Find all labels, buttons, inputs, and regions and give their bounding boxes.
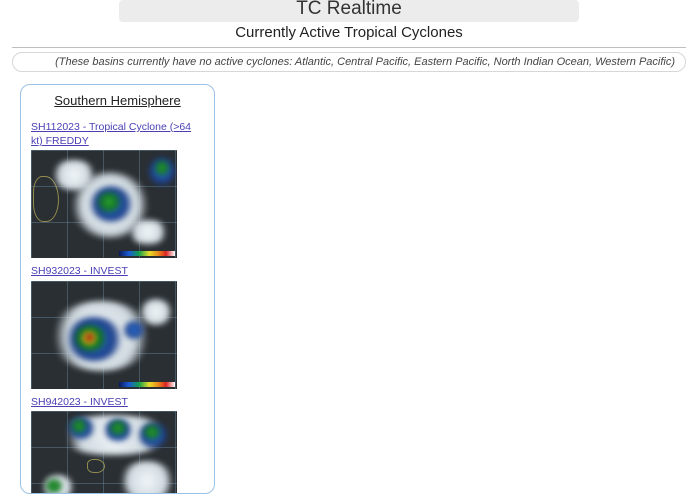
cloud-blob (143, 425, 161, 439)
coastline-shape (87, 459, 105, 473)
storm-list: SH112023 - Tropical Cyclone (>64 kt) FRE… (31, 120, 204, 494)
cloud-blob (127, 220, 169, 244)
page-subtitle: Currently Active Tropical Cyclones (0, 24, 698, 41)
inactive-basins-notice: (These basins currently have no active c… (12, 52, 686, 72)
storm-link[interactable]: SH932023 - INVEST (31, 264, 204, 278)
satellite-thumbnail[interactable] (31, 281, 177, 389)
storm-link[interactable]: SH112023 - Tropical Cyclone (>64 kt) FRE… (31, 120, 204, 148)
cloud-blob (123, 321, 145, 339)
page-title-bar: TC Realtime (119, 0, 579, 22)
cloud-blob (85, 333, 94, 342)
cloud-blob (119, 461, 175, 494)
section-divider (12, 47, 686, 48)
storm-item: SH112023 - Tropical Cyclone (>64 kt) FRE… (31, 120, 204, 258)
page-title: TC Realtime (296, 0, 402, 19)
page-root: TC Realtime Currently Active Tropical Cy… (0, 0, 698, 502)
notice-container: (These basins currently have no active c… (12, 52, 686, 72)
hemisphere-panel: Southern Hemisphere SH112023 - Tropical … (20, 84, 215, 494)
storm-link[interactable]: SH942023 - INVEST (31, 395, 204, 409)
color-palette-bar (119, 251, 175, 256)
cloud-blob (71, 419, 87, 433)
storm-item: SH942023 - INVEST (31, 395, 204, 494)
cloud-blob (109, 421, 127, 435)
color-palette-bar (119, 382, 175, 387)
cloud-blob (139, 299, 173, 325)
panel-title: Southern Hemisphere (31, 93, 204, 108)
satellite-thumbnail[interactable] (31, 150, 177, 258)
storm-item: SH932023 - INVEST (31, 264, 204, 388)
satellite-thumbnail[interactable] (31, 411, 177, 494)
cloud-blob (45, 479, 63, 493)
